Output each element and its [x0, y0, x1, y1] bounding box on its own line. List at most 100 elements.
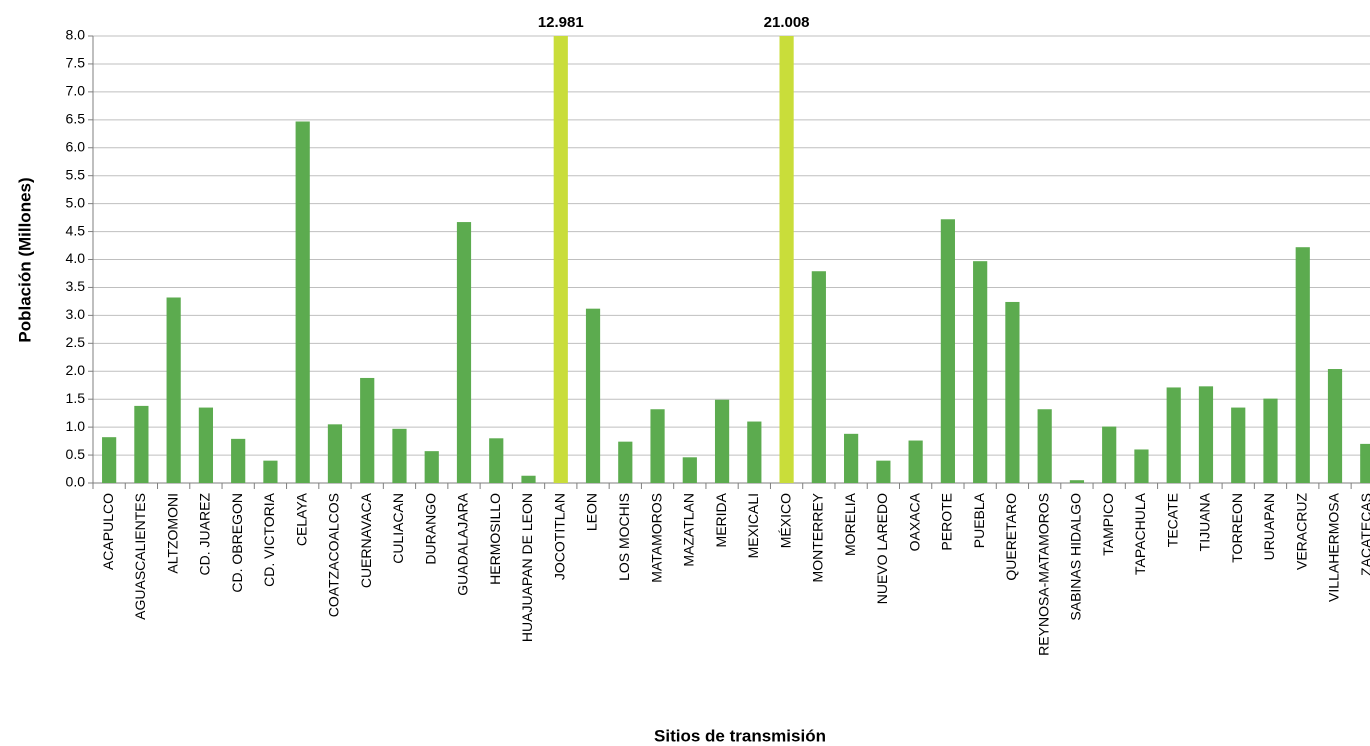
bar [940, 219, 955, 483]
bar [1231, 407, 1246, 483]
x-tick-label: CD. VICTORIA [261, 492, 277, 587]
bar [424, 451, 439, 483]
y-tick-label: 0.0 [66, 474, 86, 490]
y-tick-label: 6.0 [66, 138, 86, 154]
bar [327, 424, 343, 483]
bar [1295, 247, 1310, 483]
bar [198, 407, 214, 483]
x-tick-label: NUEVO LAREDO [874, 493, 890, 604]
bar [747, 421, 762, 483]
x-tick-label: TIJUANA [1197, 492, 1213, 551]
x-tick-label: TAMPICO [1100, 493, 1116, 556]
x-tick-label: TECATE [1164, 493, 1180, 547]
bar [231, 438, 246, 483]
x-tick-label: REYNOSA-MATAMOROS [1035, 493, 1051, 656]
x-tick-label: TAPACHULA [1132, 492, 1148, 575]
bar [1198, 386, 1214, 483]
bar [166, 297, 181, 483]
x-tick-label: LOS MOCHIS [616, 493, 632, 581]
bar [392, 428, 407, 483]
bar [779, 36, 794, 483]
bar [295, 121, 310, 484]
bar [1360, 443, 1370, 483]
bar [553, 36, 568, 483]
bar [134, 405, 149, 483]
bar [876, 460, 891, 483]
y-tick-label: 6.5 [66, 111, 86, 127]
bar [973, 261, 988, 483]
bar [1263, 398, 1278, 483]
x-tick-label: ACAPULCO [100, 493, 116, 570]
bar [1134, 449, 1149, 483]
bar [650, 409, 665, 483]
x-tick-label: CD. OBREGON [229, 493, 245, 593]
data-label: 21.008 [764, 14, 810, 31]
bar [102, 437, 117, 483]
y-tick-label: 4.5 [66, 222, 86, 238]
y-tick-label: 5.0 [66, 194, 86, 210]
bar [263, 460, 278, 483]
x-tick-label: MAZATLAN [681, 493, 697, 567]
y-tick-label: 8.0 [66, 27, 86, 43]
x-tick-label: HERMOSILLO [487, 493, 503, 585]
x-tick-label: ALTZOMONI [164, 493, 180, 574]
x-tick-label: MONTERREY [810, 492, 826, 582]
y-tick-label: 3.5 [66, 278, 86, 294]
y-tick-label: 5.5 [66, 166, 86, 182]
bar [1037, 409, 1052, 483]
x-tick-label: MÉXICO [777, 493, 793, 548]
y-tick-label: 3.0 [66, 306, 86, 322]
x-tick-label: DURANGO [422, 493, 438, 565]
y-tick-label: 2.5 [66, 334, 86, 350]
bar [1005, 301, 1020, 483]
bar [811, 271, 826, 483]
bar [360, 377, 375, 483]
y-tick-label: 2.0 [66, 362, 86, 378]
bar [585, 308, 601, 483]
x-tick-label: ZACATECAS [1358, 493, 1370, 576]
bar [489, 438, 504, 483]
bar [618, 441, 633, 483]
x-tick-label: SABINAS HIDALGO [1068, 493, 1084, 621]
bar [1327, 369, 1343, 483]
x-tick-label: CELAYA [293, 492, 309, 546]
bar [456, 222, 472, 483]
bar [908, 440, 923, 483]
x-tick-label: COATZACOALCOS [326, 493, 342, 617]
x-tick-label: URUAPAN [1261, 493, 1277, 560]
x-tick-label: MORELIA [842, 492, 858, 556]
y-tick-label: 7.0 [66, 83, 86, 99]
x-tick-label: OAXACA [906, 492, 922, 551]
y-tick-label: 7.5 [66, 55, 86, 71]
x-tick-label: CD. JUAREZ [197, 493, 213, 576]
x-tick-label: MATAMOROS [648, 493, 664, 583]
bar [714, 399, 730, 483]
x-tick-label: TORREON [1229, 493, 1245, 563]
x-tick-label: PEROTE [939, 493, 955, 551]
x-tick-label: JOCOTITLAN [551, 493, 567, 580]
x-tick-label: QUERETARO [1003, 493, 1019, 581]
x-tick-label: AGUASCALIENTES [132, 493, 148, 620]
x-tick-label: MERIDA [713, 492, 729, 547]
data-label: 12.981 [538, 14, 584, 31]
y-tick-label: 4.0 [66, 250, 86, 266]
x-tick-label: HUAJUAPAN DE LEON [519, 493, 535, 642]
x-tick-label: PUEBLA [971, 492, 987, 548]
y-axis-title: Población (Millones) [15, 177, 34, 342]
x-tick-label: VILLAHERMOSA [1326, 492, 1342, 602]
bar [1069, 480, 1085, 483]
x-axis-title: Sitios de transmisión [654, 726, 826, 745]
bar [1102, 426, 1117, 483]
x-tick-label: LEON [584, 493, 600, 531]
x-tick-label: VERACRUZ [1293, 493, 1309, 570]
x-tick-label: MEXICALI [745, 493, 761, 558]
x-tick-label: CUERNAVACA [358, 492, 374, 588]
y-tick-label: 1.0 [66, 418, 86, 434]
y-tick-label: 1.5 [66, 390, 86, 406]
bar [1166, 387, 1181, 483]
bar [844, 433, 859, 483]
bar [521, 475, 536, 483]
bar [682, 457, 697, 483]
x-tick-label: GUADALAJARA [455, 492, 471, 595]
y-tick-label: 0.5 [66, 446, 86, 462]
